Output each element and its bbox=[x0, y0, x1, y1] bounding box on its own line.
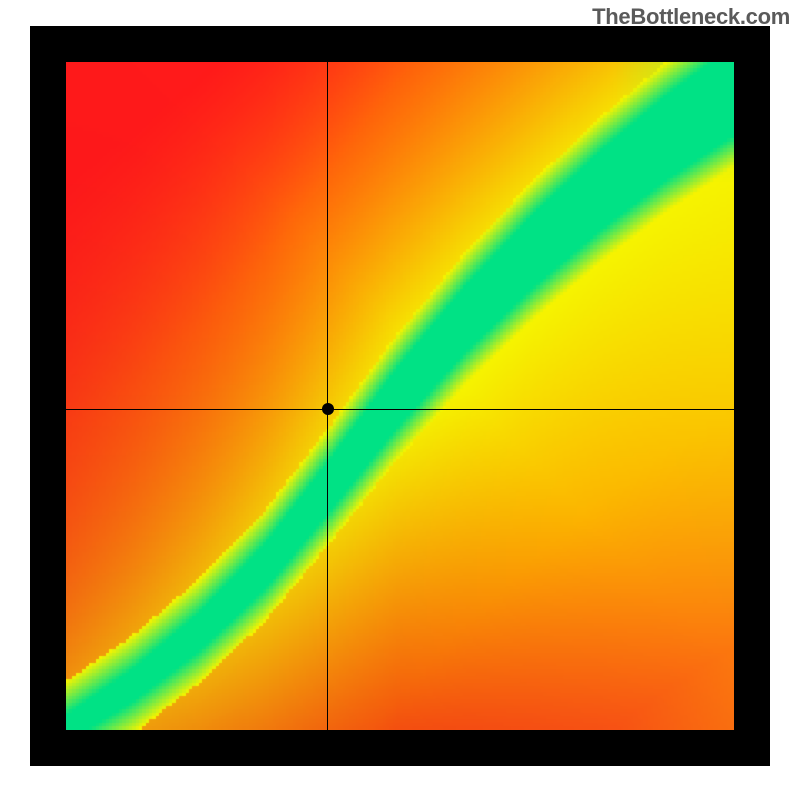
chart-marker bbox=[322, 403, 334, 415]
watermark: TheBottleneck.com bbox=[592, 4, 790, 30]
crosshair-horizontal bbox=[66, 409, 734, 410]
heatmap-canvas bbox=[66, 62, 734, 730]
crosshair-vertical bbox=[327, 62, 328, 730]
chart-frame bbox=[30, 26, 770, 766]
